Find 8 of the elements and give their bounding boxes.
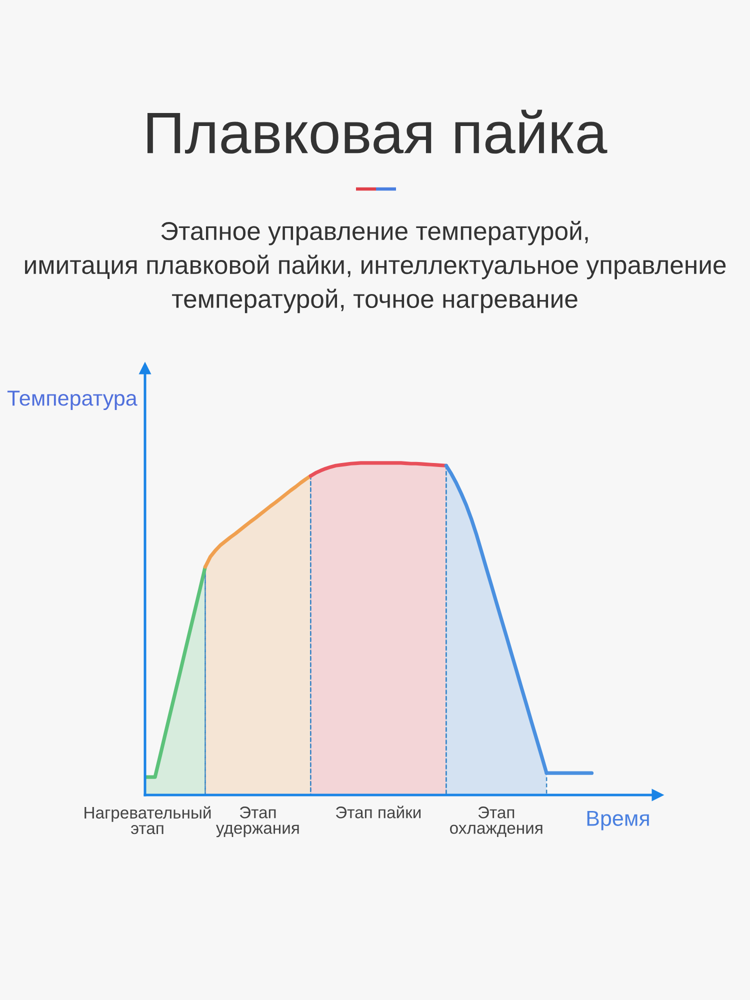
chart-subtitle: Этапное управление температурой, имитация плавковой пайки, интеллектуальное управление температурой, точное нагревание xyxy=(25,220,726,314)
x-axis-title: Время xyxy=(587,810,649,830)
series-label: Этап охлаждения xyxy=(450,806,542,838)
series-label: Этап удержания xyxy=(216,806,299,838)
series-label: Этап пайки xyxy=(336,806,421,818)
series-label: Нагревательный этап xyxy=(84,806,211,834)
chart-title: Плавковая пайка xyxy=(147,110,608,154)
y-axis-title: Температура xyxy=(7,390,138,410)
